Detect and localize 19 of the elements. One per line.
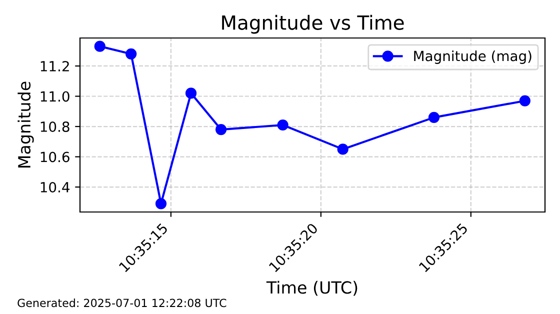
- point: [185, 88, 197, 99]
- point: [277, 119, 288, 131]
- point: [126, 48, 137, 60]
- text: Generated: 2025-07-01 12:22:08 UTC: [18, 298, 226, 308]
- point: [94, 40, 106, 52]
- y-tick-label: 10.6: [40, 152, 70, 162]
- chart-title: Magnitude vs Time: [222, 14, 404, 34]
- point: [519, 95, 530, 106]
- legend-label: Magnitude (mag): [414, 50, 532, 64]
- x-axis-title: Time (UTC): [266, 280, 358, 296]
- point: [428, 112, 440, 123]
- y-axis-title: Magnitude: [18, 82, 34, 168]
- y-tick-label: 11.0: [40, 91, 70, 102]
- point: [337, 144, 348, 155]
- point: [215, 124, 227, 136]
- y-tick-label: 11.2: [40, 60, 69, 72]
- point: [155, 198, 167, 210]
- y-tick-label: 10.4: [40, 182, 70, 193]
- y-tick-label: 10.8: [40, 121, 70, 132]
